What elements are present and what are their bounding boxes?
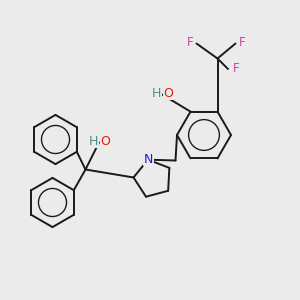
Text: F: F [187, 36, 193, 50]
Text: O: O [164, 87, 173, 100]
Text: H: H [152, 87, 161, 100]
Text: H: H [89, 135, 98, 148]
Text: N: N [144, 153, 153, 166]
Text: F: F [239, 36, 245, 50]
Text: F: F [233, 62, 240, 76]
Text: O: O [101, 135, 110, 148]
